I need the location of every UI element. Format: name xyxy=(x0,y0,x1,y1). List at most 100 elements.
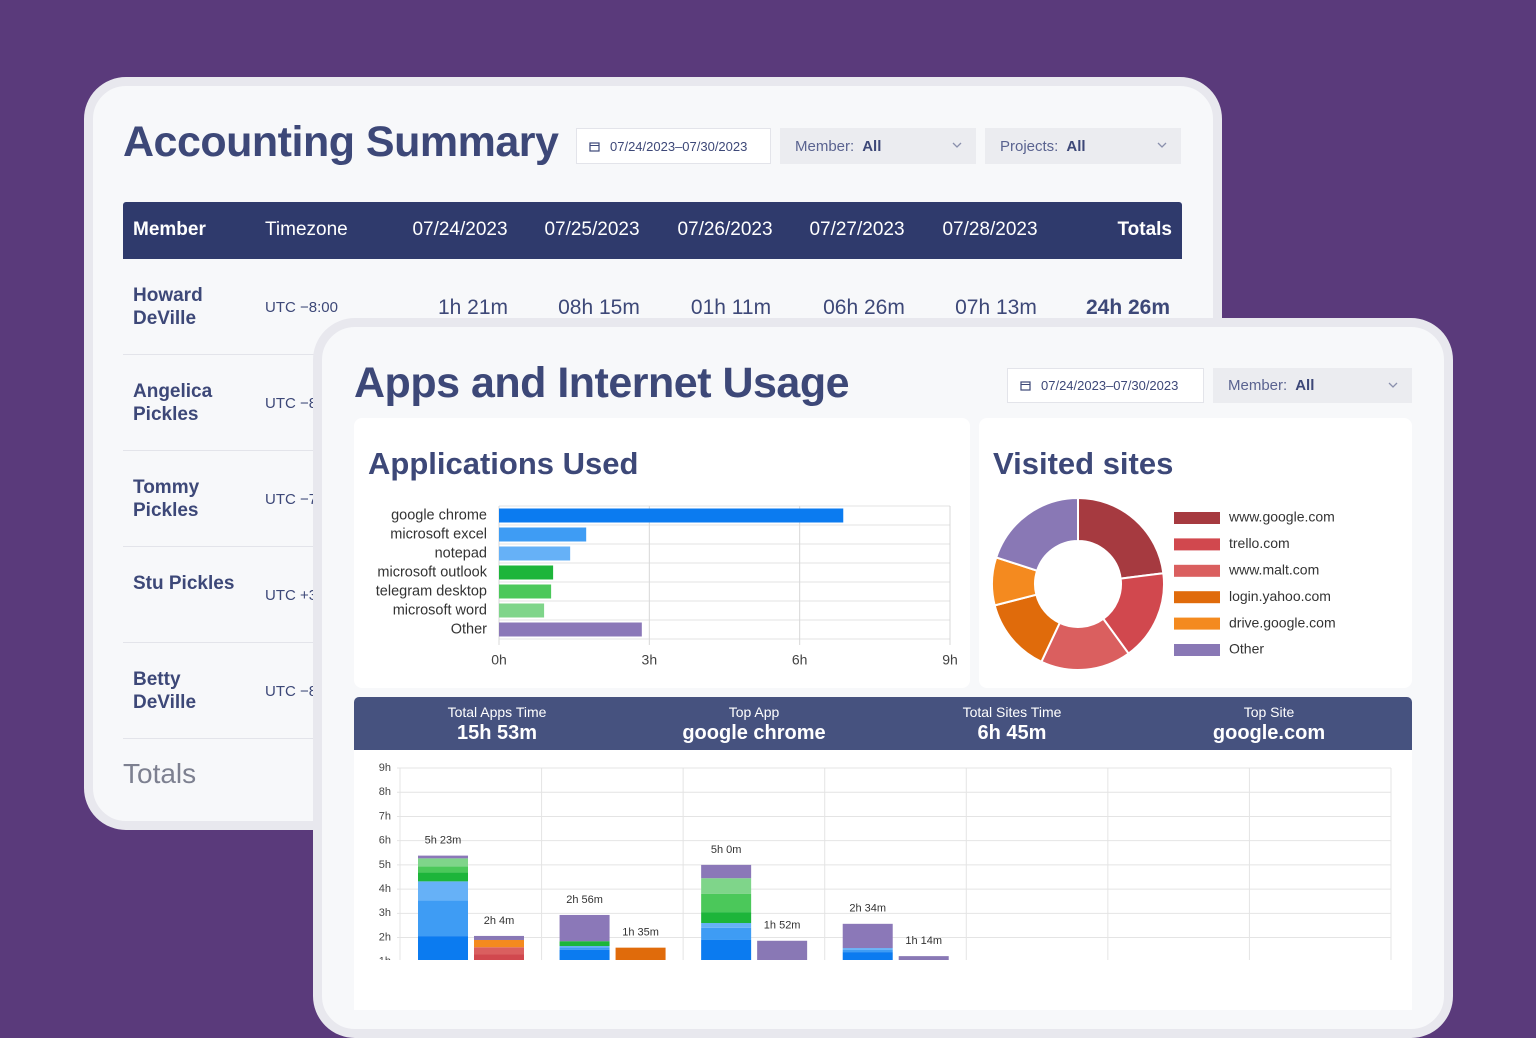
bar-segment xyxy=(418,858,468,867)
bar-total-label: 5h 23m xyxy=(425,835,462,847)
time-cell: 1h 21m xyxy=(437,296,509,319)
member-name: Betty DeVille xyxy=(133,669,197,713)
charts: Applications Used Visited sites 0h 3h 6h 9h… xyxy=(368,446,1392,960)
bar-segment xyxy=(701,923,752,928)
legend-label: drive.google.com xyxy=(1229,614,1336,630)
date-filter[interactable]: 07/24/2023–07/30/2023 xyxy=(576,128,771,164)
member-dropdown[interactable]: Member: All xyxy=(780,128,976,164)
bar-segment xyxy=(615,947,666,960)
bar-total-label: 1h 52m xyxy=(764,920,801,932)
bar-total-label: 2h 4m xyxy=(484,915,515,927)
date-filter[interactable]: 07/24/2023–07/30/2023 xyxy=(1007,368,1204,403)
chart-title: Applications Used xyxy=(368,446,638,481)
timezone: UTC −8 xyxy=(265,395,318,412)
time-cell: 07h 13m xyxy=(955,296,1037,319)
projects-dropdown[interactable]: Projects: All xyxy=(985,128,1181,164)
filter-value: All xyxy=(1066,137,1086,155)
category-label: microsoft excel xyxy=(390,526,487,542)
bar-segment xyxy=(842,948,893,950)
legend-swatch xyxy=(1174,591,1220,604)
category-label: notepad xyxy=(435,545,487,561)
bar-segment xyxy=(701,927,752,940)
bar-total-label: 1h 14m xyxy=(905,935,942,947)
bar xyxy=(499,603,545,618)
chart-title: Visited sites xyxy=(993,446,1173,481)
bar-segment xyxy=(559,947,610,950)
header-cell: 07/24/2023 xyxy=(412,219,508,240)
stats-bar xyxy=(354,697,1412,750)
bar-segment xyxy=(701,878,752,894)
y-tick-label: 9h xyxy=(379,762,391,774)
time-cell: 06h 26m xyxy=(823,296,905,319)
bar-segment xyxy=(418,872,468,882)
bar-segment xyxy=(474,935,524,940)
y-tick-label: 5h xyxy=(379,859,391,871)
donut-slice xyxy=(1077,496,1165,580)
legend-swatch xyxy=(1174,512,1220,524)
date-range: 07/24/2023–07/30/2023 xyxy=(1041,378,1179,393)
bar-total-label: 2h 34m xyxy=(849,903,886,915)
calendar-icon xyxy=(589,141,600,152)
bar-total-label: 5h 0m xyxy=(711,844,742,856)
stat-label: Total Sites Time xyxy=(962,704,1062,720)
category-label: telegram desktop xyxy=(376,583,487,599)
timezone: UTC −7 xyxy=(265,491,318,508)
bar xyxy=(499,622,642,637)
bar xyxy=(499,527,587,542)
legend-label: www.malt.com xyxy=(1228,562,1319,578)
chevron xyxy=(952,142,962,148)
legend-label: trello.com xyxy=(1229,535,1290,551)
bar xyxy=(499,565,554,580)
filter-label: Projects: xyxy=(1000,137,1059,155)
member-dropdown[interactable]: Member: All xyxy=(1213,368,1412,403)
bar-segment xyxy=(701,893,752,913)
stat-value: 15h 53m xyxy=(456,722,538,744)
usage-title: Apps and Internet Usage xyxy=(354,359,850,407)
y-tick-label: 2h xyxy=(379,931,391,943)
bar-segment xyxy=(842,923,893,949)
time-cell: 08h 15m xyxy=(558,296,640,319)
category-label: microsoft word xyxy=(393,602,487,618)
totals-label: Totals xyxy=(123,758,197,789)
chevron xyxy=(1388,382,1398,388)
header-cell: Totals xyxy=(1117,219,1172,240)
bar-segment xyxy=(474,939,524,948)
member-name: Tommy Pickles xyxy=(133,477,200,521)
timezone: UTC −8:00 xyxy=(265,299,338,316)
y-tick-label: 4h xyxy=(379,883,391,895)
legend-swatch xyxy=(1174,538,1220,551)
header-cell: 07/25/2023 xyxy=(544,219,640,240)
bar xyxy=(499,546,571,561)
stat-label: Top App xyxy=(728,704,780,720)
bar-segment xyxy=(474,947,524,955)
donut-slice xyxy=(994,496,1079,572)
bar-segment xyxy=(559,941,610,947)
header-cell: 07/26/2023 xyxy=(677,219,773,240)
chevron xyxy=(1157,142,1167,148)
legend-swatch xyxy=(1174,644,1220,656)
bar xyxy=(499,508,844,523)
timezone: UTC +3 xyxy=(265,587,318,604)
bar-segment xyxy=(559,949,610,960)
accounting-title: Accounting Summary xyxy=(123,118,559,166)
filter-value: All xyxy=(862,137,882,155)
member-name: Stu Pickles xyxy=(133,573,235,594)
header-cell: Member xyxy=(133,219,206,240)
y-tick-label: 3h xyxy=(379,907,391,919)
y-tick-label: 1h xyxy=(379,956,391,960)
bar-segment xyxy=(418,936,468,960)
bar-total-label: 2h 56m xyxy=(566,894,603,906)
filter-label: Member: xyxy=(1228,377,1288,394)
timezone: UTC −8 xyxy=(265,683,318,700)
date-range: 07/24/2023–07/30/2023 xyxy=(610,138,748,154)
header-cell: Timezone xyxy=(265,219,348,240)
bar-segment xyxy=(842,952,893,960)
bar-total-label: 1h 35m xyxy=(622,927,659,939)
legend-label: www.google.com xyxy=(1228,509,1335,525)
category-label: Other xyxy=(451,621,487,637)
legend-swatch xyxy=(1174,617,1220,630)
table-header xyxy=(123,202,1182,259)
stat-label: Total Apps Time xyxy=(447,704,547,720)
bar-segment xyxy=(701,912,752,924)
bar-segment xyxy=(418,866,468,873)
